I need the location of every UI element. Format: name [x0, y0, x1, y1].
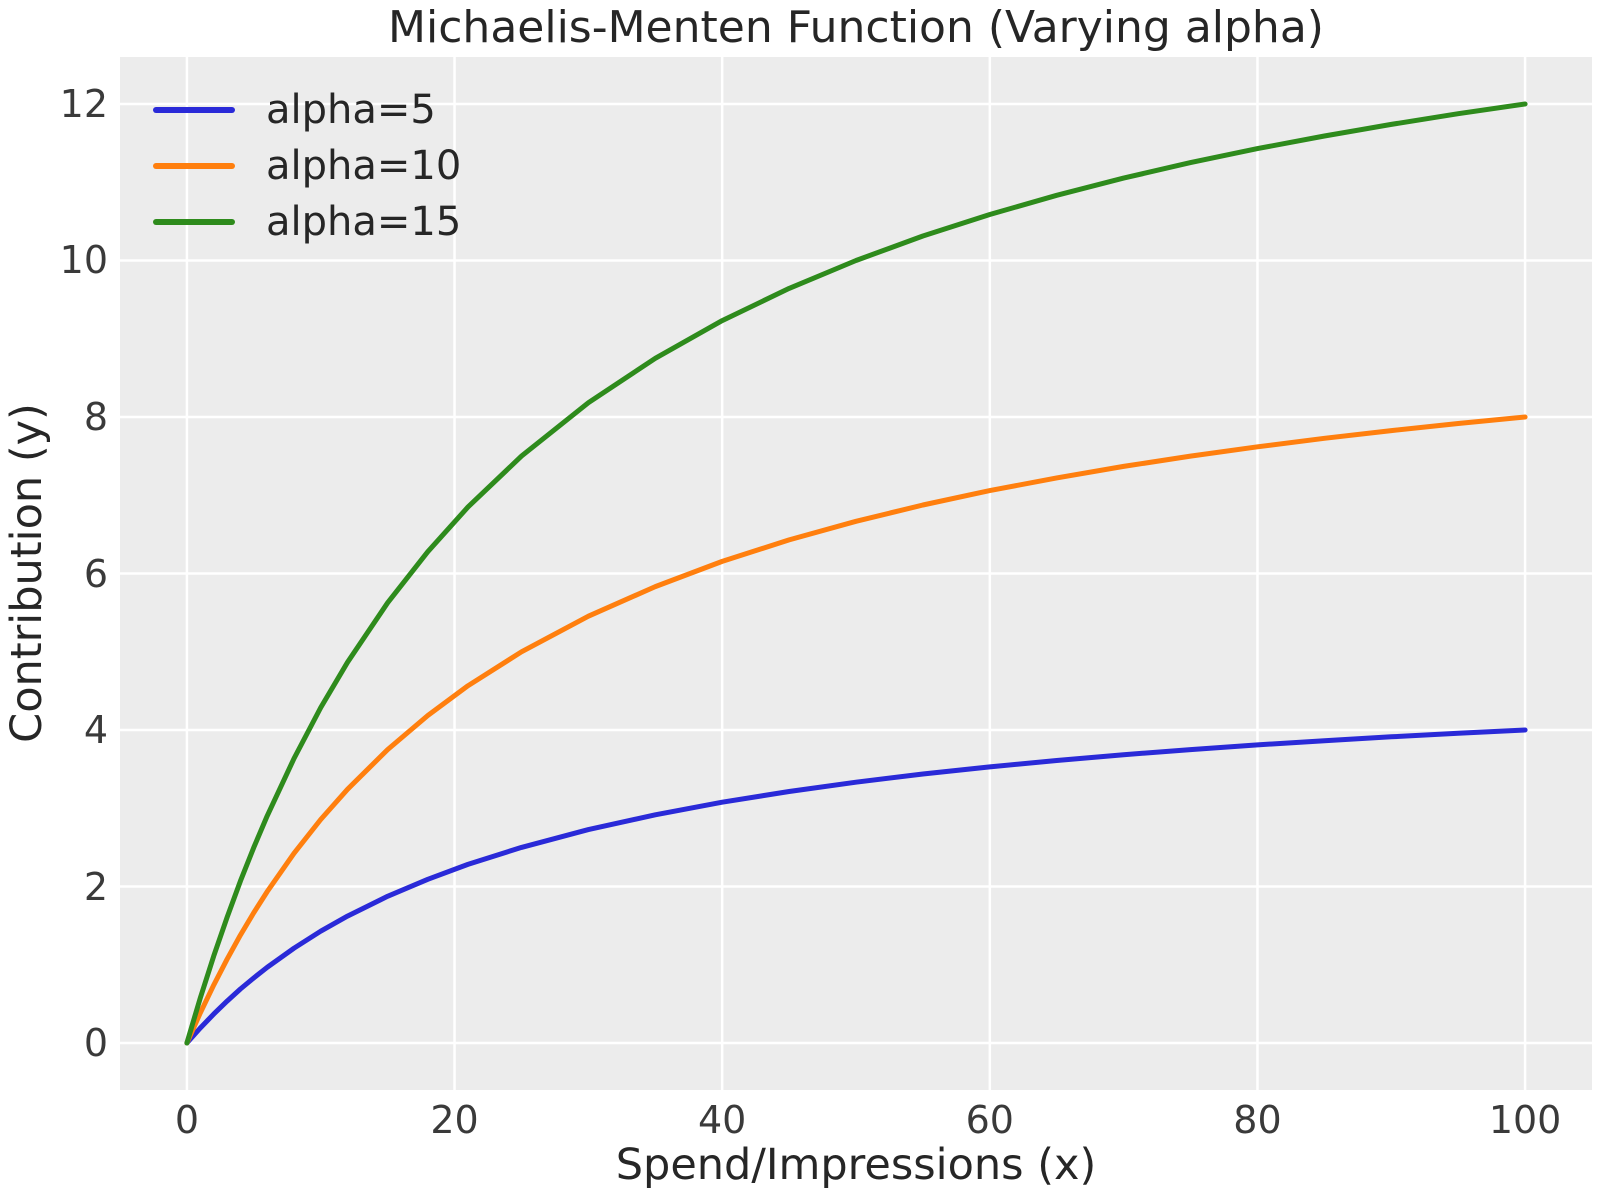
- plot-area: [120, 57, 1592, 1090]
- legend-label: alpha=5: [266, 87, 436, 133]
- y-tick-label-0: 0: [83, 1021, 108, 1066]
- y-tick-label-8: 8: [83, 394, 108, 439]
- x-axis-label: Spend/Impressions (x): [615, 1140, 1097, 1190]
- legend-label: alpha=15: [266, 199, 462, 245]
- x-tick-label-0: 0: [174, 1098, 199, 1142]
- legend: alpha=5 alpha=10 alpha=15: [153, 82, 461, 250]
- legend-line-swatch-alpha-10: [153, 163, 235, 169]
- chart-title: Michaelis-Menten Function (Varying alpha…: [388, 2, 1324, 53]
- x-tick-label-40: 40: [697, 1098, 747, 1142]
- legend-line-swatch-alpha-15: [153, 219, 235, 225]
- y-tick-label-6: 6: [83, 551, 108, 596]
- curve-alpha-5: [184, 727, 1528, 1046]
- legend-item-alpha-15: alpha=15: [153, 194, 461, 250]
- curve-alpha-15: [184, 101, 1528, 1046]
- curve-alpha-10: [184, 414, 1528, 1046]
- x-tick-label-100: 100: [1488, 1098, 1562, 1142]
- y-tick-label-2: 2: [83, 864, 108, 909]
- legend-item-alpha-10: alpha=10: [153, 138, 461, 194]
- x-tick-label-80: 80: [1233, 1098, 1282, 1142]
- x-tick-label-60: 60: [965, 1098, 1014, 1142]
- legend-line-swatch-alpha-5: [153, 107, 235, 113]
- legend-item-alpha-5: alpha=5: [153, 82, 461, 138]
- legend-label: alpha=10: [266, 143, 462, 189]
- x-tick-label-20: 20: [430, 1098, 479, 1142]
- plot-canvas: [120, 57, 1592, 1090]
- y-tick-label-10: 10: [59, 238, 108, 283]
- y-tick-label-12: 12: [59, 81, 108, 126]
- y-tick-label-4: 4: [83, 708, 108, 752]
